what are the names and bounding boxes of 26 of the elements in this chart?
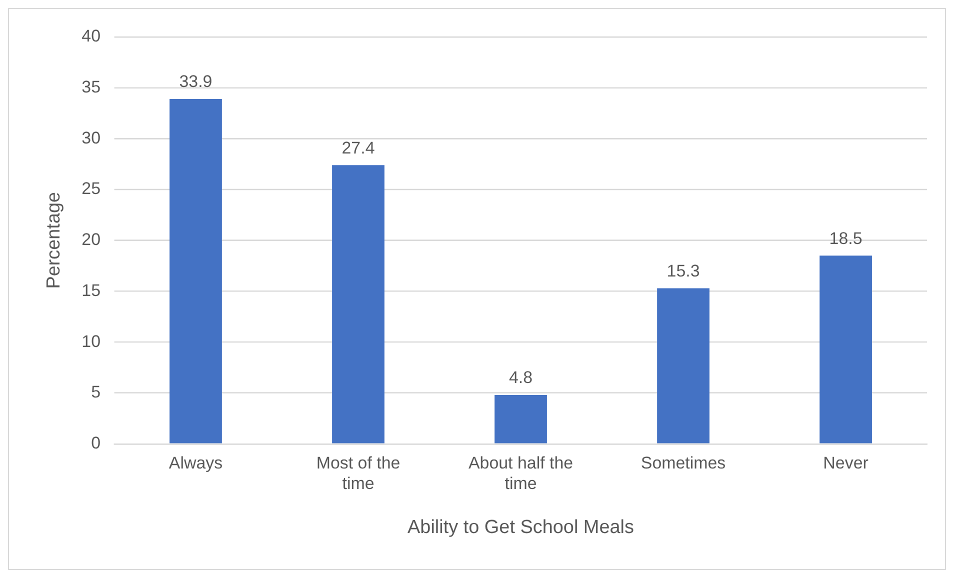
data-label: 33.9 [179, 72, 212, 92]
x-tick-label: Sometimes [640, 454, 726, 473]
y-tick-label: 30 [82, 128, 101, 148]
y-axis-title: Percentage [44, 192, 65, 289]
y-tick-label: 15 [82, 280, 101, 300]
y-tick-label: 5 [91, 382, 101, 402]
x-axis-title: Ability to Get School Meals [408, 516, 634, 538]
bar [332, 165, 384, 444]
bar [820, 256, 872, 444]
x-tick-label: Never [823, 454, 869, 473]
y-tick-label: 35 [82, 77, 101, 96]
y-tick-label: 40 [82, 26, 101, 46]
data-label: 4.8 [508, 368, 533, 388]
x-tick-label: Always [168, 454, 223, 473]
bar [170, 98, 222, 444]
data-label: 27.4 [342, 138, 375, 158]
data-label: 15.3 [666, 261, 700, 280]
y-tick-label: 10 [82, 332, 101, 351]
data-label: 18.5 [829, 228, 862, 248]
y-tick-label: 0 [91, 434, 101, 453]
bar [494, 395, 547, 444]
y-tick-label: 20 [82, 230, 101, 250]
x-tick-label: Most of the time [316, 454, 400, 493]
bar [657, 288, 710, 444]
x-tick-label: About half the time [468, 454, 574, 493]
y-tick-label: 25 [82, 179, 101, 198]
